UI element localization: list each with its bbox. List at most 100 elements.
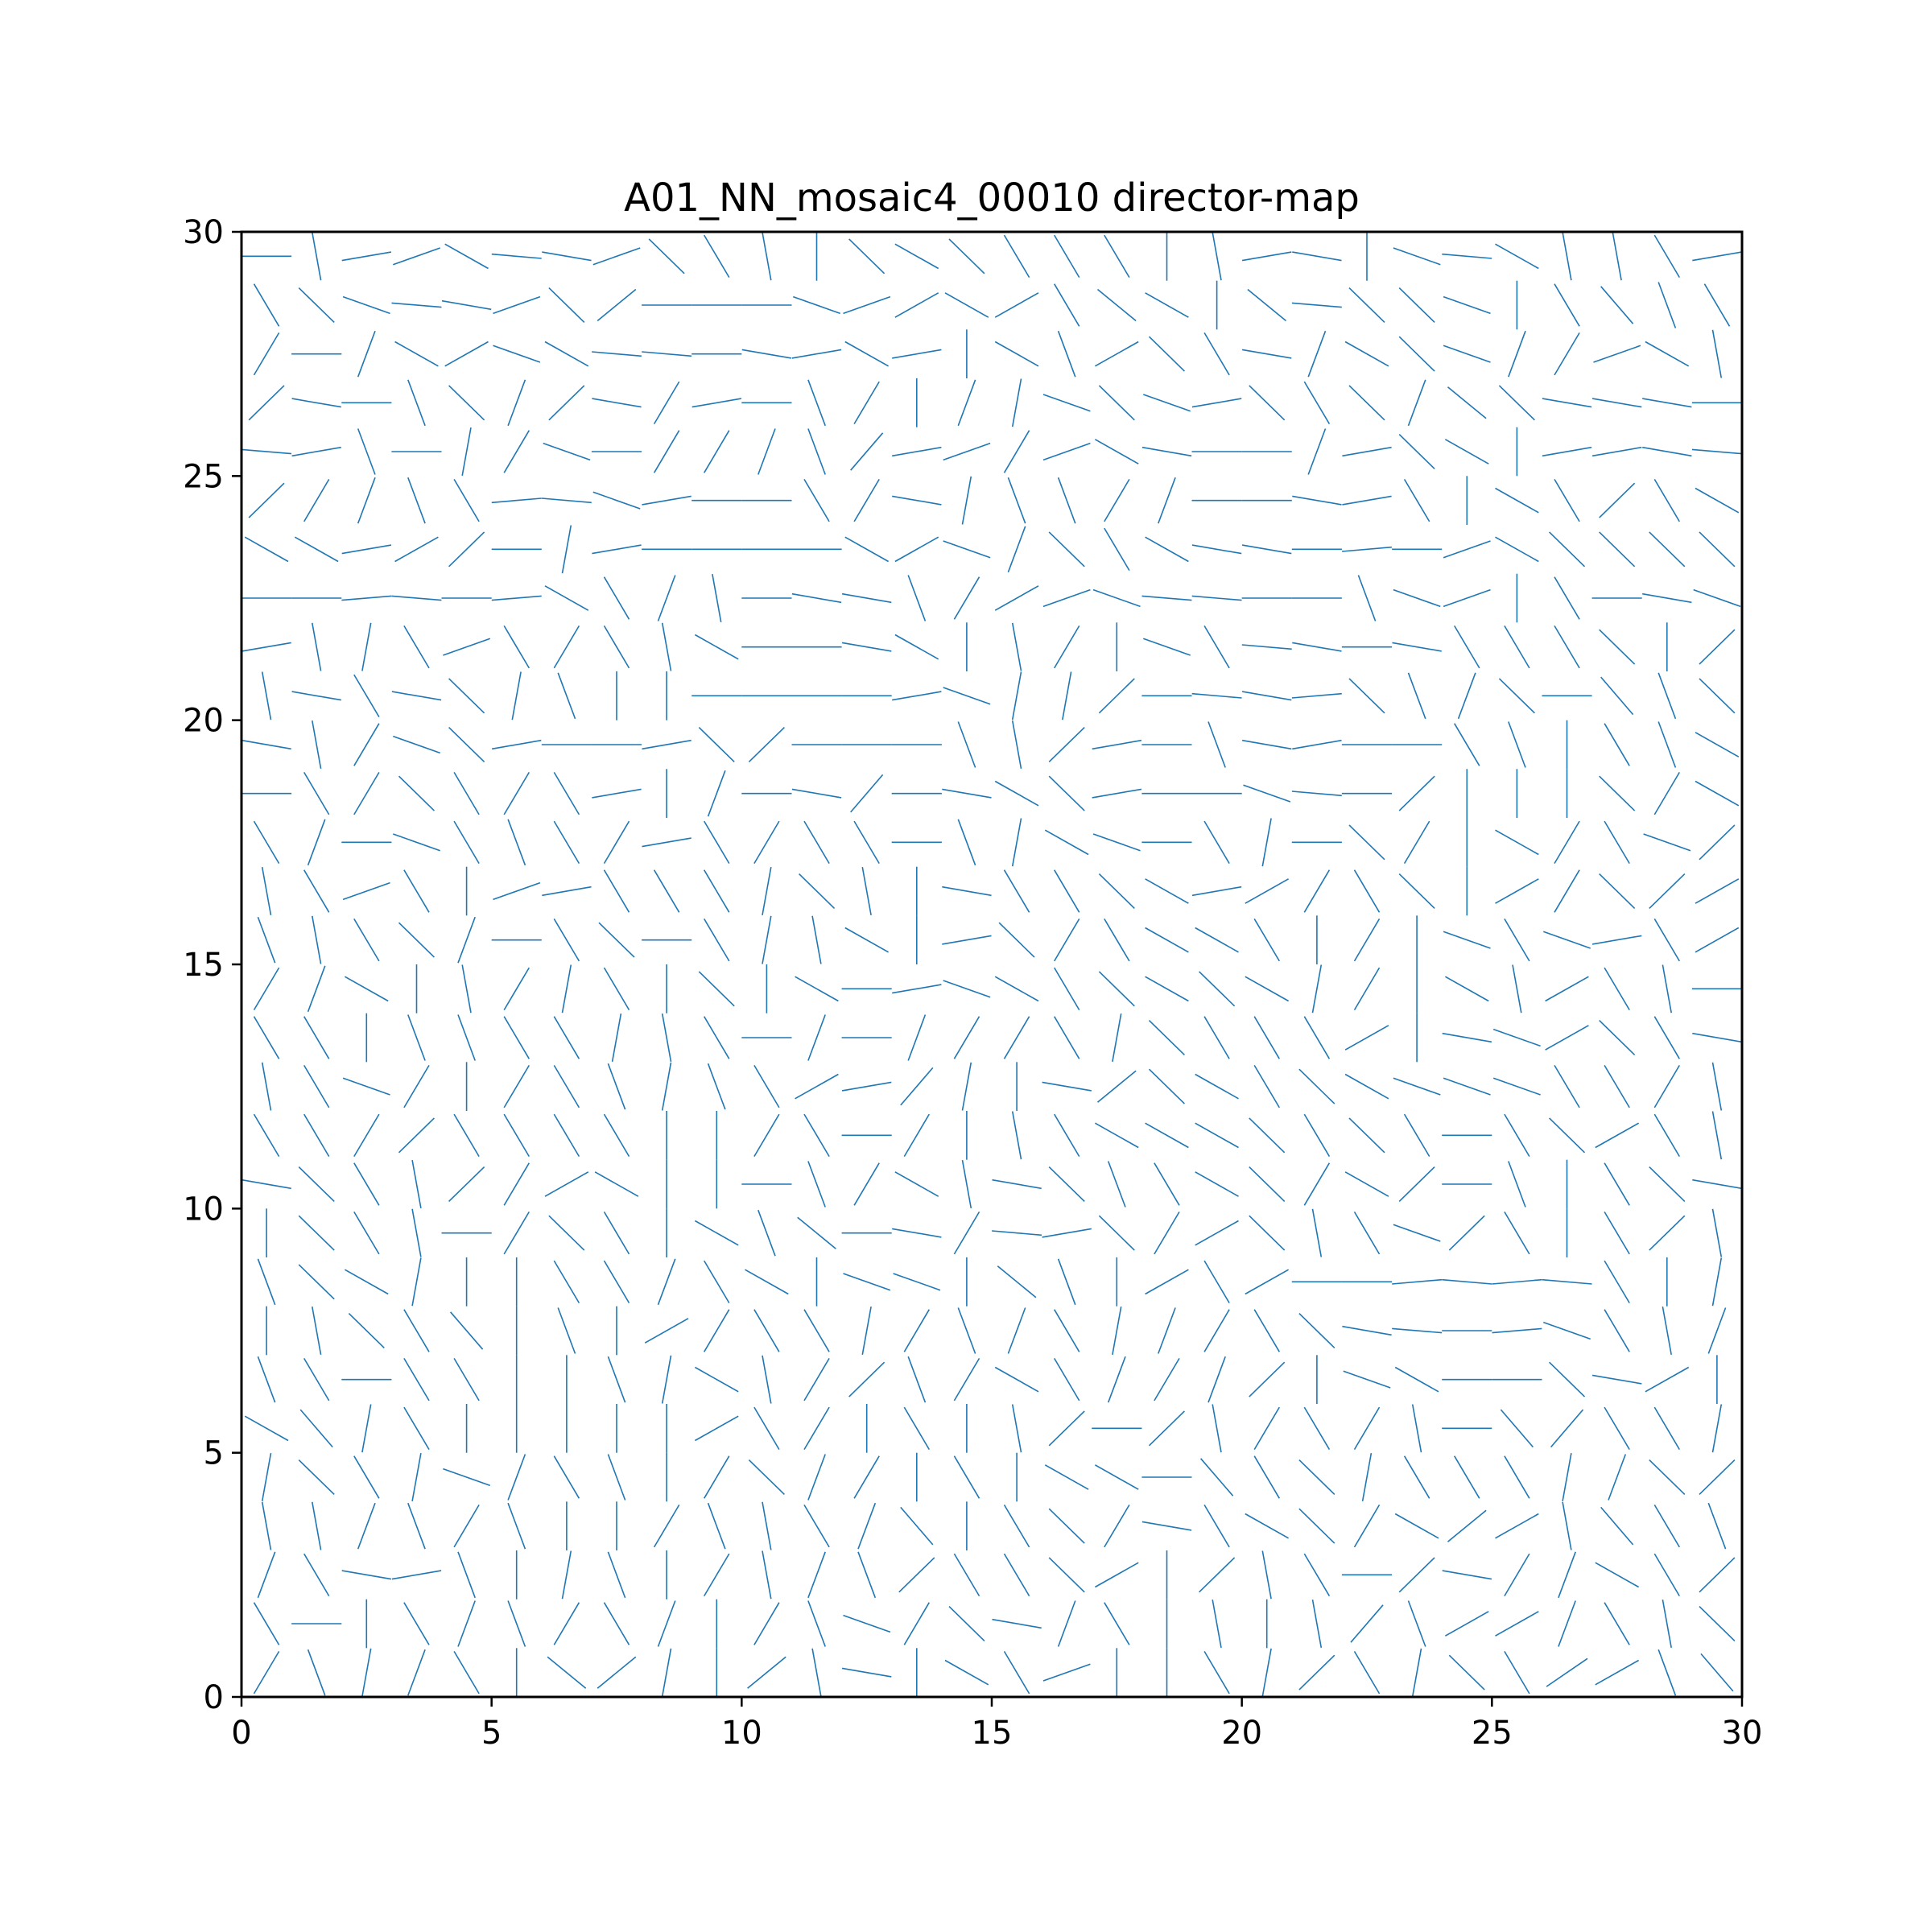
director-segment [795,976,839,1002]
director-segments [242,232,1742,1697]
director-segment [1195,927,1239,953]
director-segment [892,446,942,457]
director-segment [811,915,822,964]
director-segment [503,625,530,669]
director-segment [1241,349,1292,359]
director-segment [553,625,580,669]
director-segment [357,1502,376,1550]
director-segment [353,723,380,766]
director-segment [403,1406,430,1451]
director-segment [457,1551,476,1599]
director-segment [1591,446,1642,457]
director-segment [707,770,726,817]
director-segment [503,1064,530,1108]
director-segment [1407,672,1426,720]
director-segment [853,381,880,425]
director-segment [1448,1215,1485,1251]
director-segment [1348,824,1385,861]
director-segment [892,1228,942,1238]
director-segment [1393,1077,1441,1096]
director-segment [1599,531,1636,568]
director-segment [1253,1406,1280,1451]
director-segment [298,1166,335,1202]
director-segment [543,442,591,461]
director-segment [1645,341,1690,367]
director-segment [1504,625,1530,669]
director-segment [491,253,542,259]
x-tick-label: 0 [231,1715,251,1752]
director-segment [1554,820,1580,865]
plot-area [240,230,1744,1699]
director-segment [791,788,842,799]
director-segment [807,1161,826,1208]
director-segment [248,385,285,421]
director-segment [1095,341,1139,367]
director-segment [1092,588,1141,608]
director-segment [1495,536,1539,563]
director-segment [312,720,322,770]
director-segment [503,1016,530,1059]
director-segment [843,295,891,315]
director-segment [1445,976,1489,1002]
director-segment [1498,385,1535,421]
director-segment [1141,595,1192,601]
director-segment [553,918,580,962]
director-segment [1657,282,1677,328]
director-segment [1542,398,1592,408]
director-segment [1098,873,1135,909]
director-segment [1348,1117,1385,1154]
director-segment [1442,1278,1492,1285]
director-segment [850,432,884,471]
director-segment [1042,588,1091,608]
director-segment [261,1452,272,1502]
director-segment [507,1600,526,1647]
director-segment [1007,526,1026,573]
director-segment [1145,1269,1189,1295]
director-segment [695,634,739,660]
director-segment [894,634,939,660]
director-segment [892,691,942,701]
director-segment [491,739,542,750]
director-segment [807,1600,826,1647]
director-segment [1558,1551,1576,1599]
director-segment [1504,1455,1530,1499]
director-segment [903,1602,930,1645]
director-segment [1298,1508,1335,1544]
director-segment [1311,1208,1323,1257]
director-segment [342,881,390,901]
director-segment [493,881,541,901]
director-segment [1549,1117,1586,1154]
director-segment [1604,820,1630,865]
director-segment [1303,869,1331,913]
director-segment [441,299,492,311]
director-segment [691,398,742,408]
director-segment [1203,1016,1230,1059]
director-segment [312,1501,322,1550]
chart-title: A01_NN_mosaic4_00010 director-map [624,175,1360,221]
director-segment [1695,487,1740,514]
director-segment [903,1113,930,1158]
director-segment [1096,288,1137,322]
director-segment [548,1215,585,1251]
director-segment [653,430,680,473]
director-segment [1393,588,1441,608]
director-segment [253,283,280,327]
director-segment [1212,232,1222,281]
director-segment [753,1406,780,1451]
director-segment [353,1113,380,1158]
director-segment [291,446,341,457]
director-segment [1054,918,1080,962]
director-segment [1203,1650,1230,1695]
director-segment [791,349,842,359]
director-segment [994,585,1039,611]
director-segment [553,820,580,865]
director-segment [553,1260,580,1304]
director-segment [299,1409,333,1448]
director-segment [1344,1171,1389,1197]
director-segment [642,495,691,506]
director-segment [342,295,390,315]
director-segment [1653,1504,1680,1548]
director-segment [953,1455,980,1499]
director-segment [1554,332,1580,376]
director-segment [861,866,872,916]
